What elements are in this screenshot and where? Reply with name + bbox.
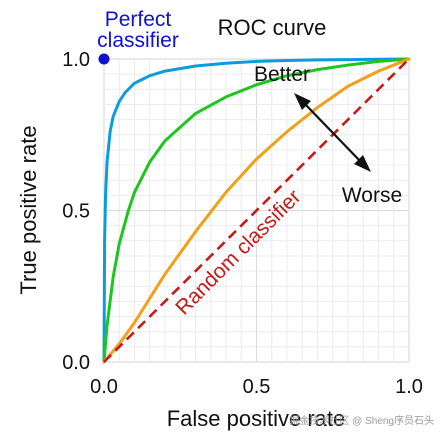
y-axis-label: True positive rate bbox=[16, 125, 41, 294]
roc-curve-1 bbox=[102, 57, 411, 364]
y-tick-label: 0.0 bbox=[62, 352, 90, 374]
random-classifier-label: Random classifier bbox=[171, 185, 305, 319]
arrowhead-down-right-icon bbox=[354, 155, 371, 172]
perfect-classifier-label-line2: classifier bbox=[97, 29, 179, 52]
chart-title: ROC curve bbox=[218, 15, 327, 40]
y-tick-label: 1.0 bbox=[62, 49, 90, 71]
series-layer bbox=[102, 57, 411, 364]
watermark: 掘金技术社区 @ Sheng序员石头 bbox=[289, 414, 434, 427]
y-tick-label: 0.5 bbox=[62, 201, 90, 223]
grid bbox=[103, 58, 410, 363]
arrowhead-up-left-icon bbox=[294, 93, 311, 110]
x-tick-label: 0.5 bbox=[243, 376, 271, 398]
x-axis-label: False positive rate bbox=[167, 406, 346, 431]
perfect-classifier-label-line1: Perfect bbox=[105, 8, 172, 31]
better-label: Better bbox=[254, 63, 310, 86]
random-classifier-line bbox=[103, 58, 410, 363]
roc-curve-3 bbox=[102, 57, 411, 364]
better-worse-arrow bbox=[294, 93, 371, 172]
perfect-classifier-point bbox=[98, 53, 110, 65]
x-tick-label: 0.0 bbox=[90, 376, 118, 398]
worse-label: Worse bbox=[342, 184, 402, 207]
axes: 0.0 0.5 1.0 0.0 0.5 1.0 bbox=[62, 49, 423, 398]
x-tick-label: 1.0 bbox=[395, 376, 423, 398]
roc-curve-2 bbox=[102, 57, 411, 364]
